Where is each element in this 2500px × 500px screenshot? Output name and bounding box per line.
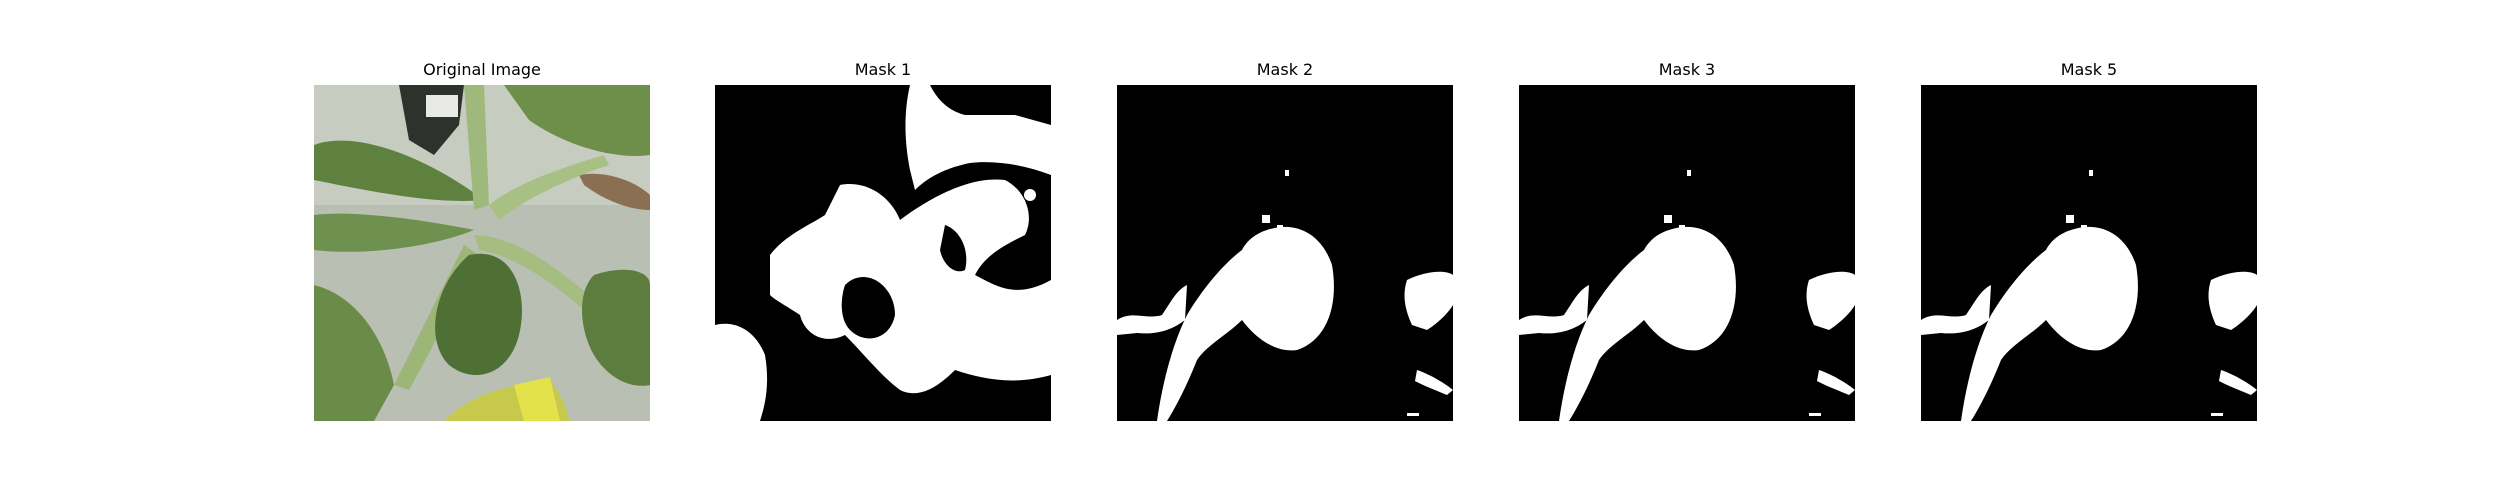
panel-title: Original Image [423, 60, 541, 79]
mask-5-panel: Mask 5 [1921, 58, 2257, 421]
mask-3-panel: Mask 3 [1519, 58, 1855, 421]
original-plant-photo [314, 85, 650, 421]
mask-2-image [1117, 85, 1453, 421]
panel-title: Mask 5 [2060, 60, 2118, 79]
panel-title: Mask 2 [1256, 60, 1314, 79]
panel-title: Mask 3 [1658, 60, 1716, 79]
panel-title: Mask 1 [854, 60, 912, 79]
mask-3-image [1519, 85, 1855, 421]
mask-1-panel: Mask 1 [715, 58, 1051, 421]
mask-2-panel: Mask 2 [1117, 58, 1453, 421]
mask-5-image [1921, 85, 2257, 421]
original-image-panel: Original Image [314, 58, 650, 421]
mask-1-image [715, 85, 1051, 421]
